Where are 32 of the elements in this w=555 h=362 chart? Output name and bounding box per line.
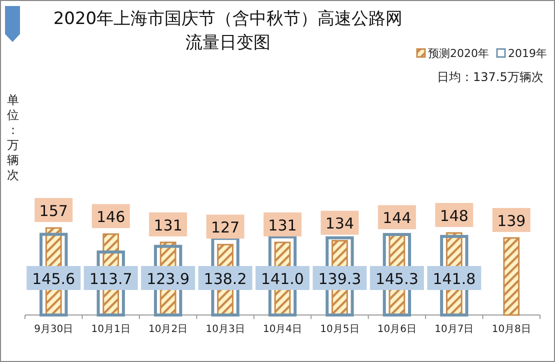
- data-label: 144: [382, 209, 412, 228]
- x-tick-label: 10月1日: [91, 324, 130, 335]
- text: 日均：137.5万辆次: [437, 70, 544, 84]
- data-label: 145.3: [375, 270, 418, 288]
- legend-label: 2019年: [508, 47, 547, 60]
- data-label: 145.6: [32, 270, 76, 288]
- x-tick-label: 10月5日: [320, 324, 360, 335]
- data-label: 146: [96, 208, 126, 226]
- legend-label: 预测2020年: [428, 47, 489, 60]
- data-label: 139: [497, 212, 526, 230]
- x-tick-label: 10月2日: [148, 324, 188, 335]
- data-label: 134: [325, 214, 354, 233]
- data-label: 131: [154, 216, 182, 234]
- x-tick-label: 10月6日: [377, 324, 416, 335]
- chart-title: 2020年上海市国庆节（含中秋节）高速公路网流量日变图: [53, 9, 403, 53]
- x-tick-label: 9月30日: [34, 324, 74, 335]
- data-label: 157: [39, 202, 68, 220]
- y-axis-title: 单位：万辆次: [7, 93, 19, 182]
- data-label: 131: [268, 216, 297, 234]
- data-label: 141.8: [432, 270, 476, 288]
- x-tick-label: 10月3日: [206, 324, 245, 335]
- x-tick-label: 10月7日: [434, 324, 474, 335]
- data-label: 138.2: [204, 270, 247, 288]
- data-label: 113.7: [89, 270, 132, 288]
- bar: [503, 237, 520, 316]
- data-label: 141.0: [261, 270, 304, 288]
- x-tick-label: 10月8日: [492, 324, 531, 335]
- data-label: 148: [440, 206, 468, 225]
- data-label: 139.3: [318, 270, 362, 288]
- x-tick-label: 10月4日: [262, 324, 302, 335]
- data-label: 123.9: [146, 270, 190, 288]
- data-label: 127: [210, 218, 240, 237]
